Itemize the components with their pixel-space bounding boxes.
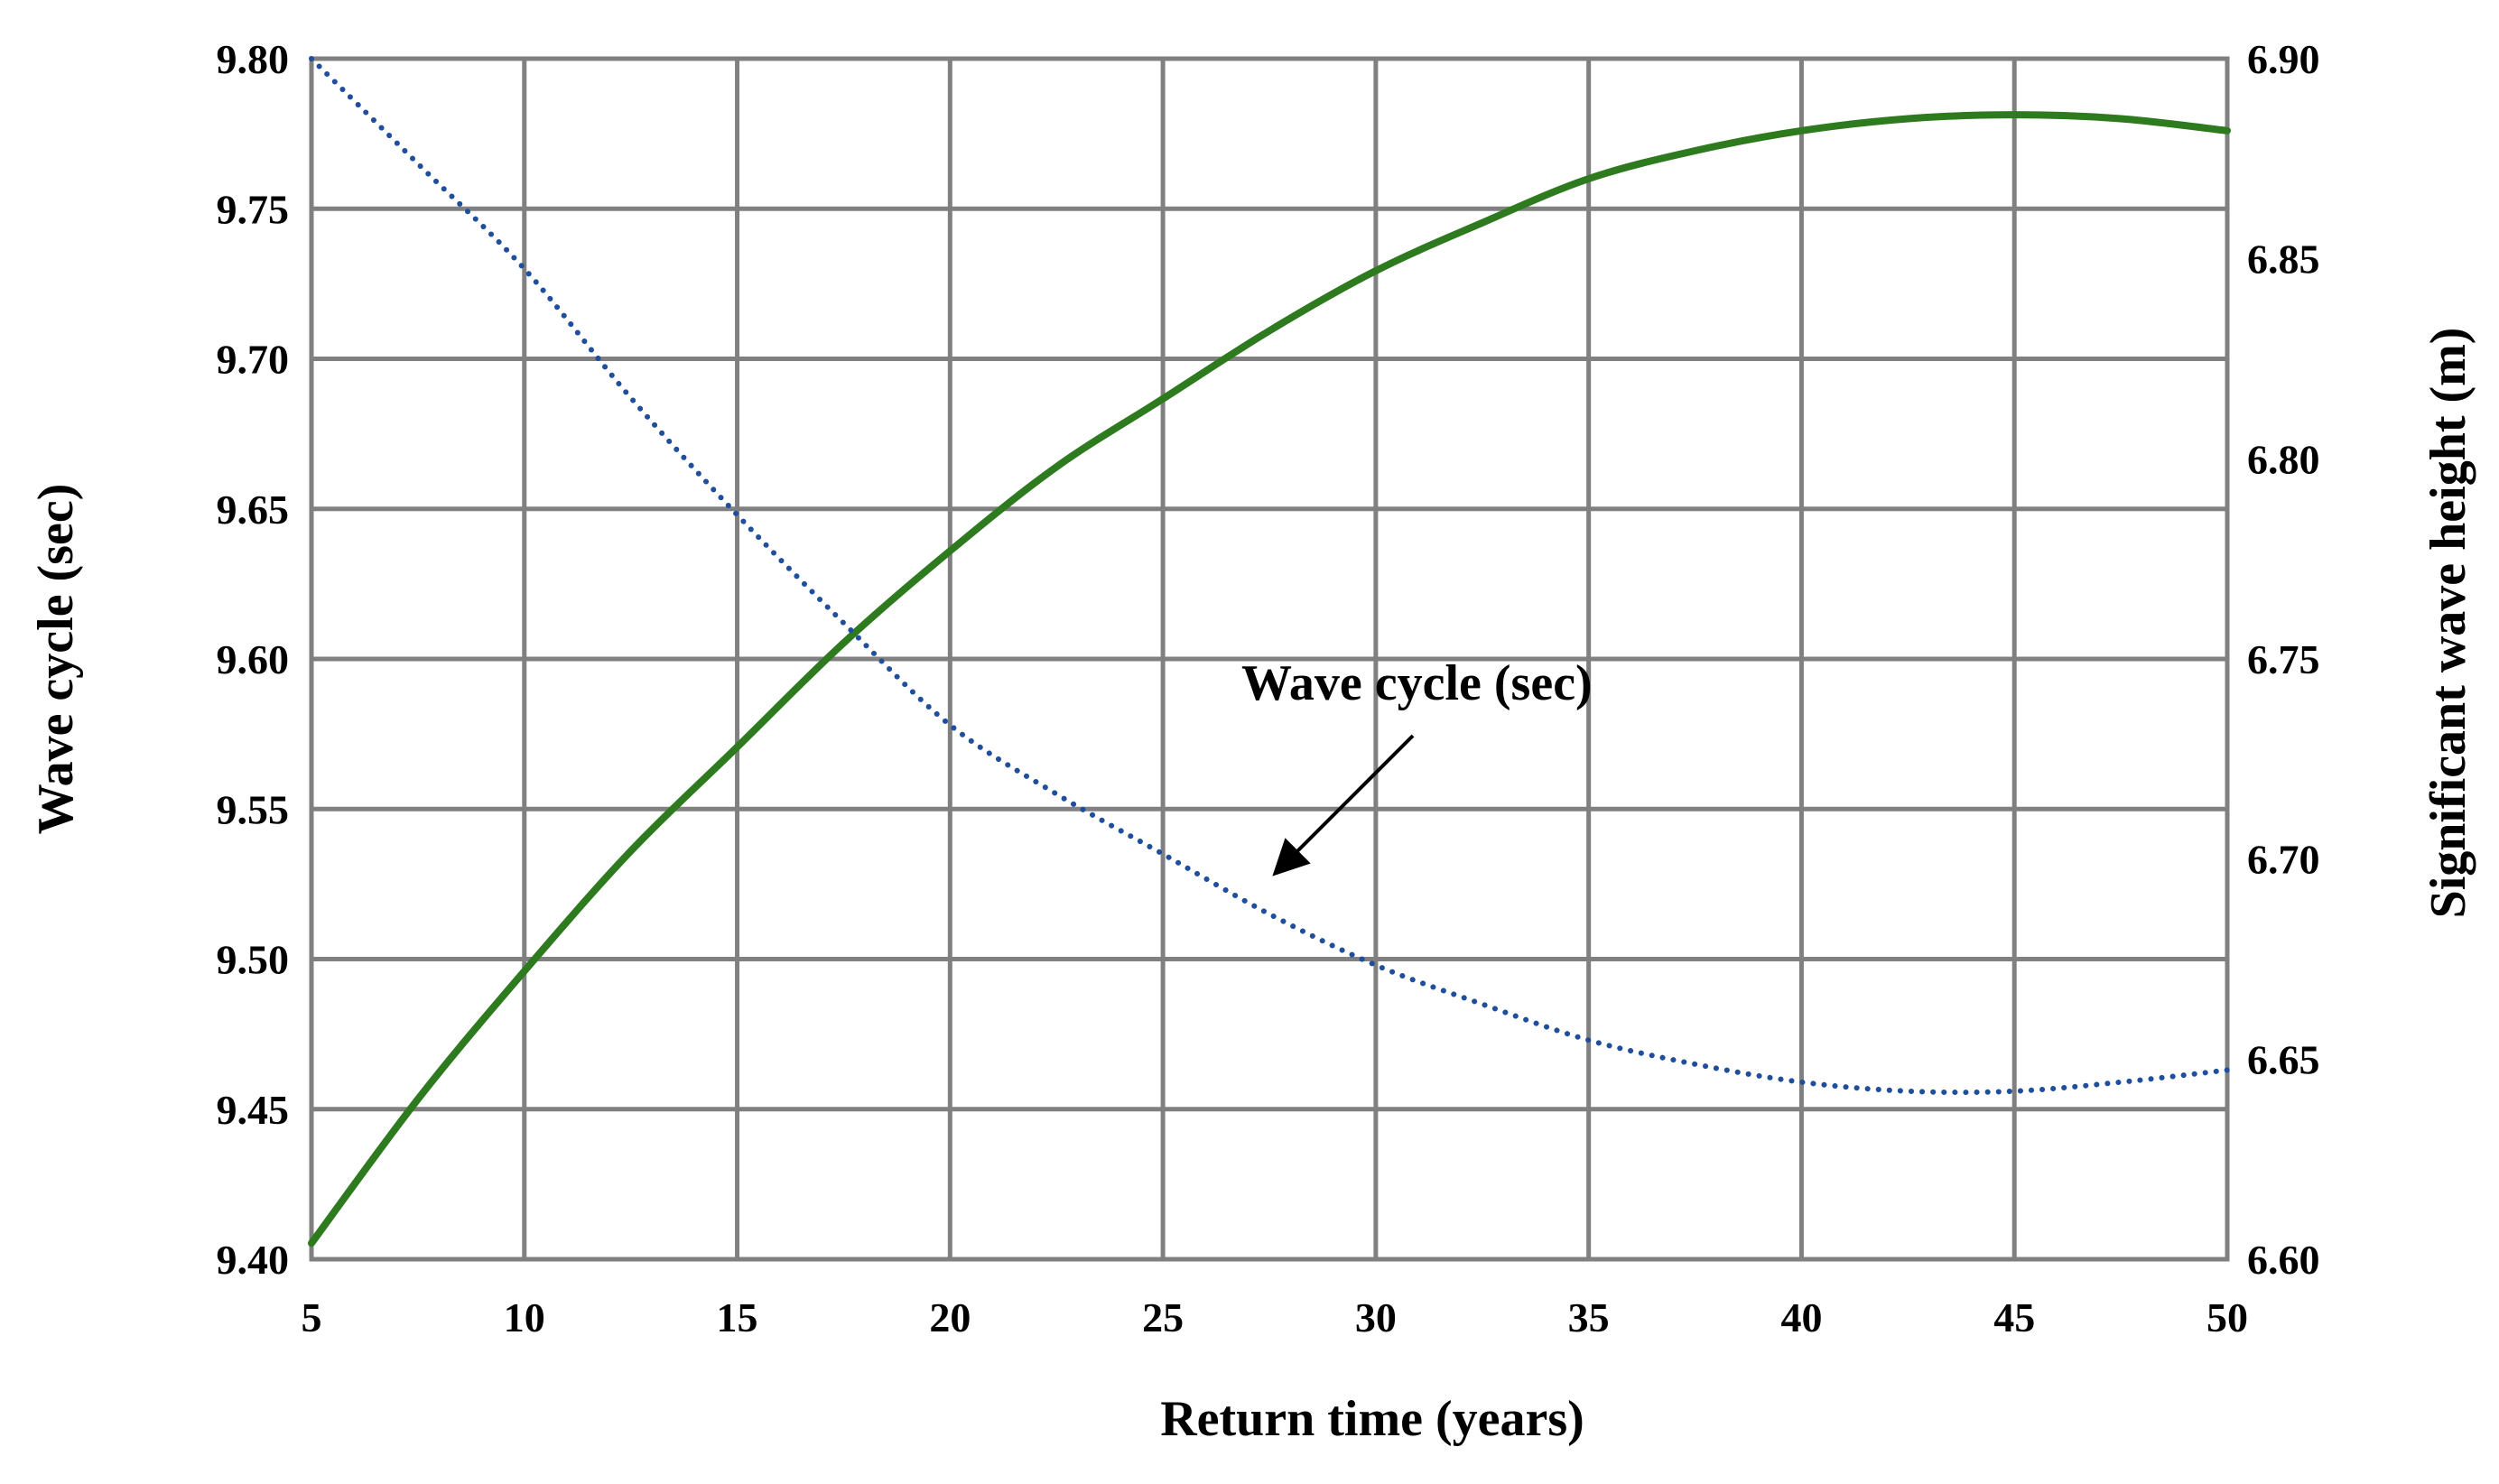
y-right-tick-label: 6.65 bbox=[2247, 1036, 2320, 1082]
tick-labels: 5 10 15 20 25 30 35 40 45 50 9.40 9.45 9.50 9.55 9.60 9… bbox=[217, 36, 2320, 1340]
y-left-tick-label: 9.80 bbox=[217, 36, 290, 82]
y-right-tick-label: 6.75 bbox=[2247, 636, 2320, 682]
y-right-tick-label: 6.85 bbox=[2247, 237, 2320, 283]
x-tick-label: 20 bbox=[929, 1294, 971, 1340]
x-tick-label: 10 bbox=[504, 1294, 545, 1340]
x-axis-title: Return time (years) bbox=[1160, 1391, 1584, 1447]
x-tick-label: 50 bbox=[2206, 1294, 2248, 1340]
y-left-tick-label: 9.75 bbox=[217, 186, 290, 232]
x-tick-label: 15 bbox=[717, 1294, 758, 1340]
y-right-tick-label: 6.90 bbox=[2247, 36, 2320, 82]
x-tick-label: 35 bbox=[1568, 1294, 1610, 1340]
plot-frame bbox=[309, 56, 2230, 1262]
y-right-axis-title: Significant wave height (m) bbox=[2420, 328, 2476, 919]
y-left-tick-label: 9.45 bbox=[217, 1087, 290, 1133]
series-layer bbox=[308, 56, 2231, 1247]
y-left-axis-title: Wave cycle (sec) bbox=[28, 484, 84, 835]
x-tick-label: 25 bbox=[1142, 1294, 1184, 1340]
y-right-tick-label: 6.60 bbox=[2247, 1237, 2320, 1283]
annotation-arrow bbox=[1272, 734, 1415, 876]
series-line-wave-cycle bbox=[309, 56, 2230, 1096]
y-left-tick-label: 9.40 bbox=[217, 1237, 290, 1283]
series-line-wave-height bbox=[308, 111, 2231, 1247]
x-tick-label: 5 bbox=[302, 1294, 322, 1340]
annotation-wave-cycle: Wave cycle (sec) bbox=[1241, 655, 1593, 711]
y-left-tick-label: 9.65 bbox=[217, 487, 290, 533]
y-left-tick-label: 9.55 bbox=[217, 786, 290, 832]
x-tick-label: 30 bbox=[1355, 1294, 1397, 1340]
y-left-tick-label: 9.50 bbox=[217, 937, 290, 983]
x-tick-label: 40 bbox=[1780, 1294, 1822, 1340]
y-left-tick-label: 9.60 bbox=[217, 636, 290, 682]
y-left-tick-label: 9.70 bbox=[217, 337, 290, 383]
y-right-tick-label: 6.80 bbox=[2247, 436, 2320, 482]
x-tick-label: 45 bbox=[1993, 1294, 2035, 1340]
y-right-tick-label: 6.70 bbox=[2247, 837, 2320, 883]
